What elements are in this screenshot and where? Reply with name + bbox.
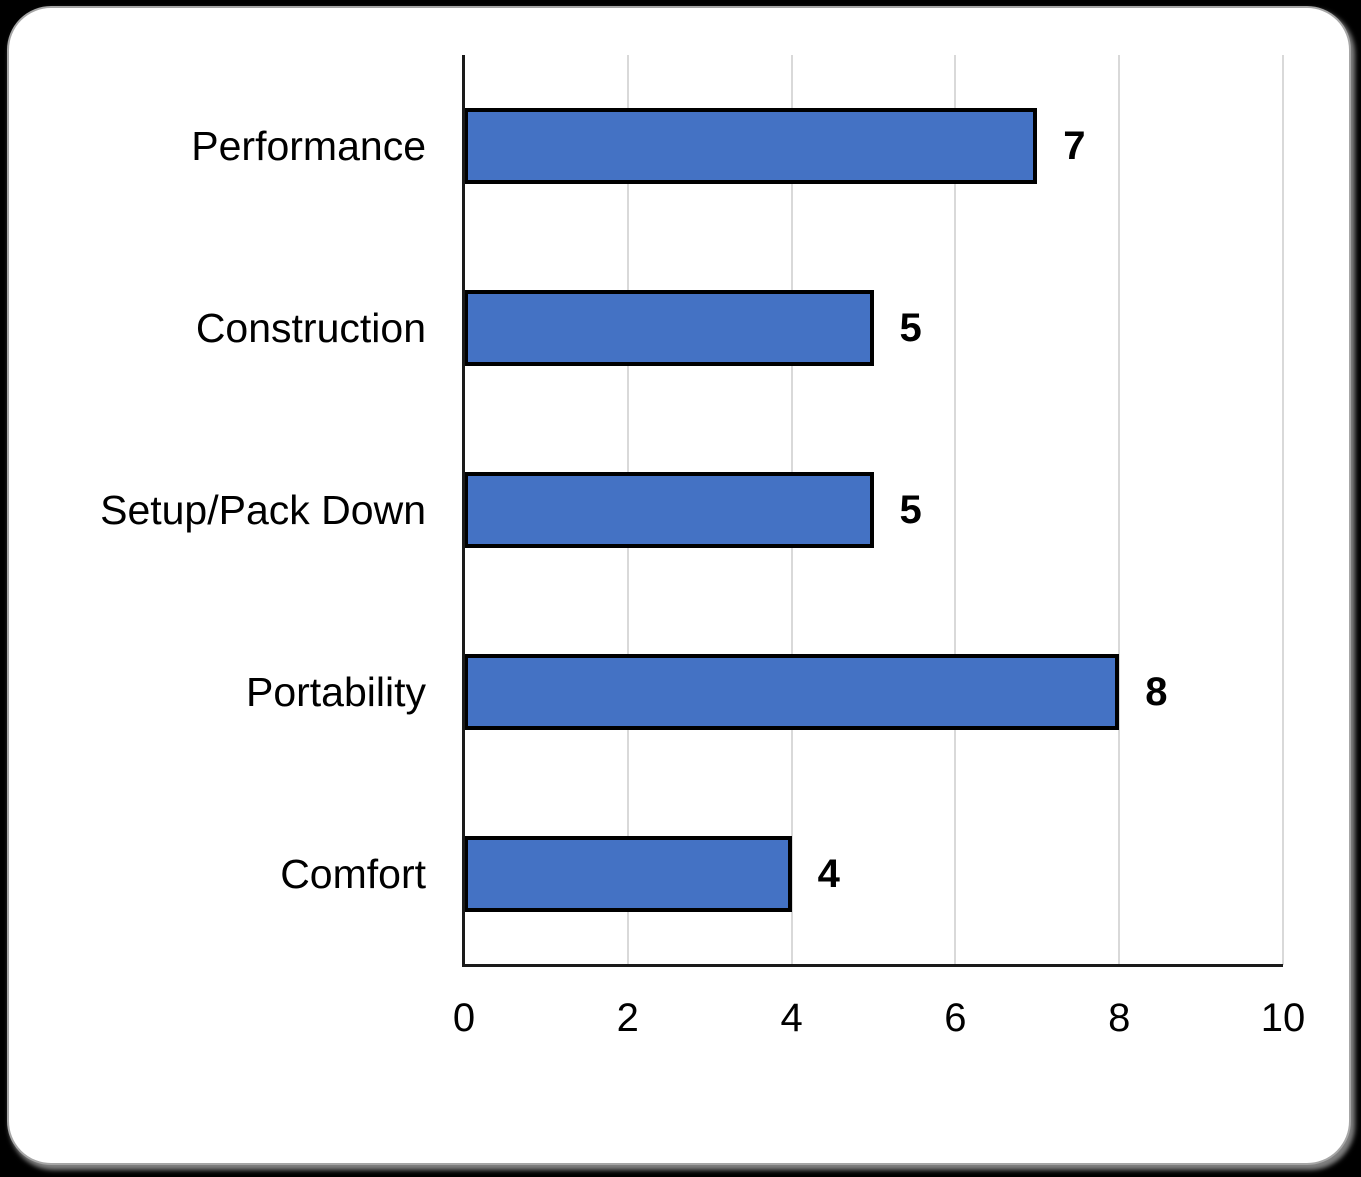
y-axis-line [462,55,465,965]
x-tick-label-6: 6 [944,996,967,1040]
x-tick-label-8: 8 [1108,996,1131,1040]
bar-row-setup-pack-down: 5 [464,419,1283,601]
value-label-portability: 8 [1145,669,1168,714]
gridline-x-8 [1118,55,1121,965]
x-tick-label-10: 10 [1260,996,1306,1040]
category-label-comfort: Comfort [280,850,426,897]
gridline-x-10 [1282,55,1284,965]
x-axis-tick-labels: 0 2 4 6 8 10 [453,993,1305,1043]
bar-performance [464,108,1038,184]
chart-card [7,6,1351,1165]
category-label-setup-pack-down: Setup/Pack Down [100,486,426,533]
bar-row-portability: 8 [464,601,1283,783]
bar-row-construction: 5 [464,237,1283,419]
x-tick-label-4: 4 [780,996,803,1040]
bar-portability [464,654,1120,730]
bar-row-comfort: 4 [464,783,1283,965]
category-axis: Performance Construction Setup/Pack Down Po… [0,55,426,965]
x-axis-line [462,964,1283,967]
category-label-portability: Portability [245,668,426,715]
bar-row-performance: 7 [464,55,1283,237]
plot-area: 7 5 5 8 4 [462,55,1284,967]
value-label-construction: 5 [899,305,922,350]
x-tick-label-0: 0 [452,996,476,1040]
gridline-x-6 [954,55,957,965]
bars-layer: 7 5 5 8 4 [464,55,1283,965]
category-label-construction: Construction [195,304,426,351]
bar-construction [464,290,874,366]
x-tick-label-2: 2 [616,996,639,1040]
bar-comfort [464,836,792,912]
bar-setup-pack-down [464,472,874,548]
value-label-setup-pack-down: 5 [899,487,922,532]
value-label-performance: 7 [1063,123,1086,168]
value-label-comfort: 4 [817,851,840,896]
category-label-performance: Performance [191,122,426,169]
